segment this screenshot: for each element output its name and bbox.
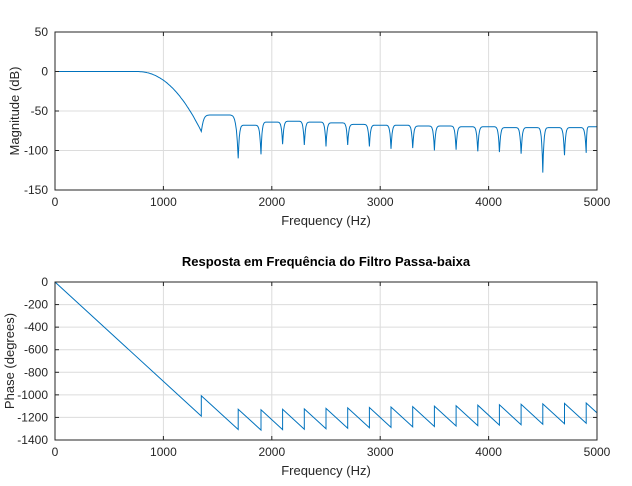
magnitude-xtick-label: 5000 bbox=[584, 195, 611, 209]
phase-ytick-label: -1400 bbox=[17, 433, 48, 447]
magnitude-ytick-label: 0 bbox=[41, 65, 48, 79]
magnitude-plot: 0 1000 2000 3000 4000 5000 -150 -100 -50 0 50 Freq… bbox=[7, 25, 611, 228]
magnitude-ylabel: Magnitude (dB) bbox=[7, 67, 22, 156]
phase-xtick-label: 3000 bbox=[367, 445, 394, 459]
magnitude-ytick-label: 50 bbox=[35, 25, 49, 39]
phase-xtick-label: 4000 bbox=[475, 445, 502, 459]
magnitude-ticks: 0 1000 2000 3000 4000 5000 -150 -100 -50 0 50 bbox=[24, 25, 611, 209]
phase-ytick-label: -1200 bbox=[17, 410, 48, 424]
phase-ytick-label: -1000 bbox=[17, 388, 48, 402]
phase-ytick-label: -600 bbox=[24, 343, 48, 357]
magnitude-ytick-label: -50 bbox=[31, 104, 49, 118]
magnitude-xtick-label: 2000 bbox=[258, 195, 285, 209]
phase-axes-frame bbox=[54, 281, 598, 441]
phase-ticks: 0 1000 2000 3000 4000 5000 -1400 -1200 -1000 -800… bbox=[17, 275, 610, 459]
phase-ytick-label: -400 bbox=[24, 320, 48, 334]
magnitude-xtick-label: 3000 bbox=[367, 195, 394, 209]
phase-ytick-label: 0 bbox=[41, 275, 48, 289]
magnitude-series-line bbox=[55, 71, 597, 173]
phase-ytick-label: -200 bbox=[24, 298, 48, 312]
magnitude-xtick-label: 4000 bbox=[475, 195, 502, 209]
magnitude-ytick-label: -100 bbox=[24, 144, 48, 158]
magnitude-ytick-label: -150 bbox=[24, 183, 48, 197]
phase-xlabel: Frequency (Hz) bbox=[281, 463, 371, 478]
phase-xtick-label: 2000 bbox=[258, 445, 285, 459]
phase-xtick-label: 1000 bbox=[150, 445, 177, 459]
phase-series-line bbox=[54, 281, 598, 432]
magnitude-xtick-label: 1000 bbox=[150, 195, 177, 209]
phase-xtick-label: 0 bbox=[52, 445, 59, 459]
phase-ytick-label: -800 bbox=[24, 365, 48, 379]
phase-plot: Resposta em Frequência do Filtro Passa-b… bbox=[2, 254, 611, 478]
phase-ylabel: Phase (degrees) bbox=[2, 313, 17, 409]
phase-plot-title: Resposta em Frequência do Filtro Passa-b… bbox=[182, 254, 471, 269]
magnitude-xtick-label: 0 bbox=[52, 195, 59, 209]
magnitude-xlabel: Frequency (Hz) bbox=[281, 213, 371, 228]
phase-xtick-label: 5000 bbox=[584, 445, 611, 459]
